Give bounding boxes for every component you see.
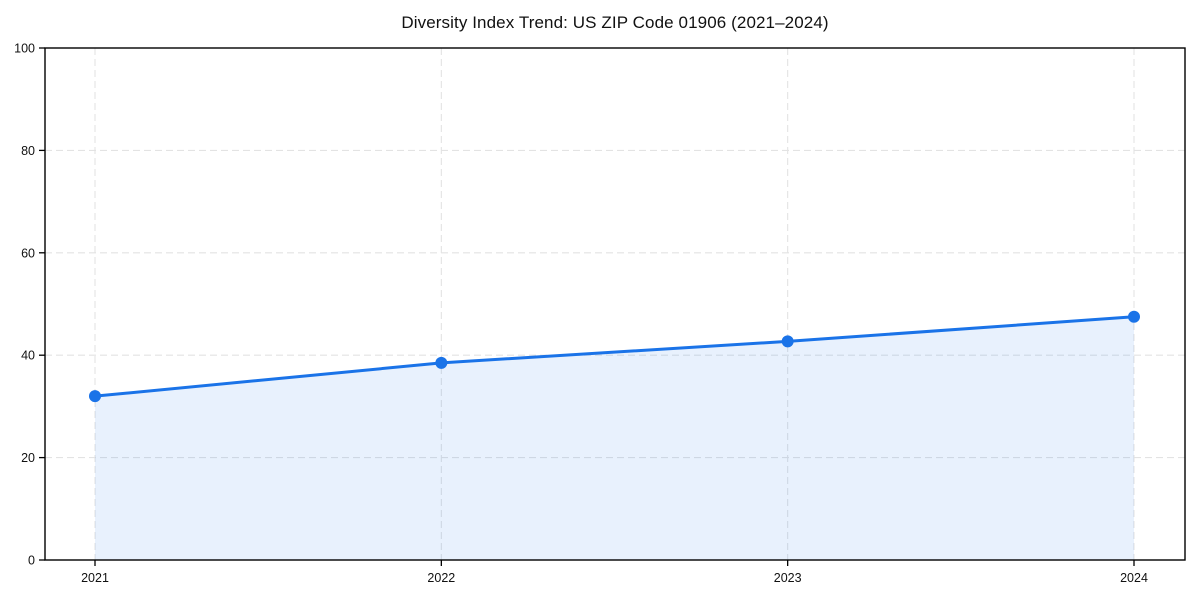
y-tick-label: 80 bbox=[21, 144, 35, 158]
x-tick-label: 2022 bbox=[427, 571, 455, 585]
y-tick-label: 100 bbox=[14, 42, 35, 56]
x-tick-label: 2021 bbox=[81, 571, 109, 585]
x-tick-label: 2024 bbox=[1120, 571, 1148, 585]
area-fill bbox=[95, 316, 1134, 560]
data-point-marker bbox=[1128, 310, 1140, 323]
y-tick-label: 20 bbox=[21, 451, 35, 465]
data-point-marker bbox=[781, 335, 794, 348]
y-tick-label: 0 bbox=[28, 554, 35, 568]
data-point-marker bbox=[435, 356, 448, 369]
plot-border bbox=[44, 47, 1186, 561]
chart-title: Diversity Index Trend: US ZIP Code 01906… bbox=[401, 13, 829, 32]
y-tick-label: 60 bbox=[21, 246, 35, 260]
y-tick-label: 40 bbox=[21, 349, 35, 363]
x-tick-label: 2023 bbox=[774, 571, 802, 585]
data-point-marker bbox=[89, 390, 101, 403]
trend-line bbox=[93, 315, 1136, 398]
